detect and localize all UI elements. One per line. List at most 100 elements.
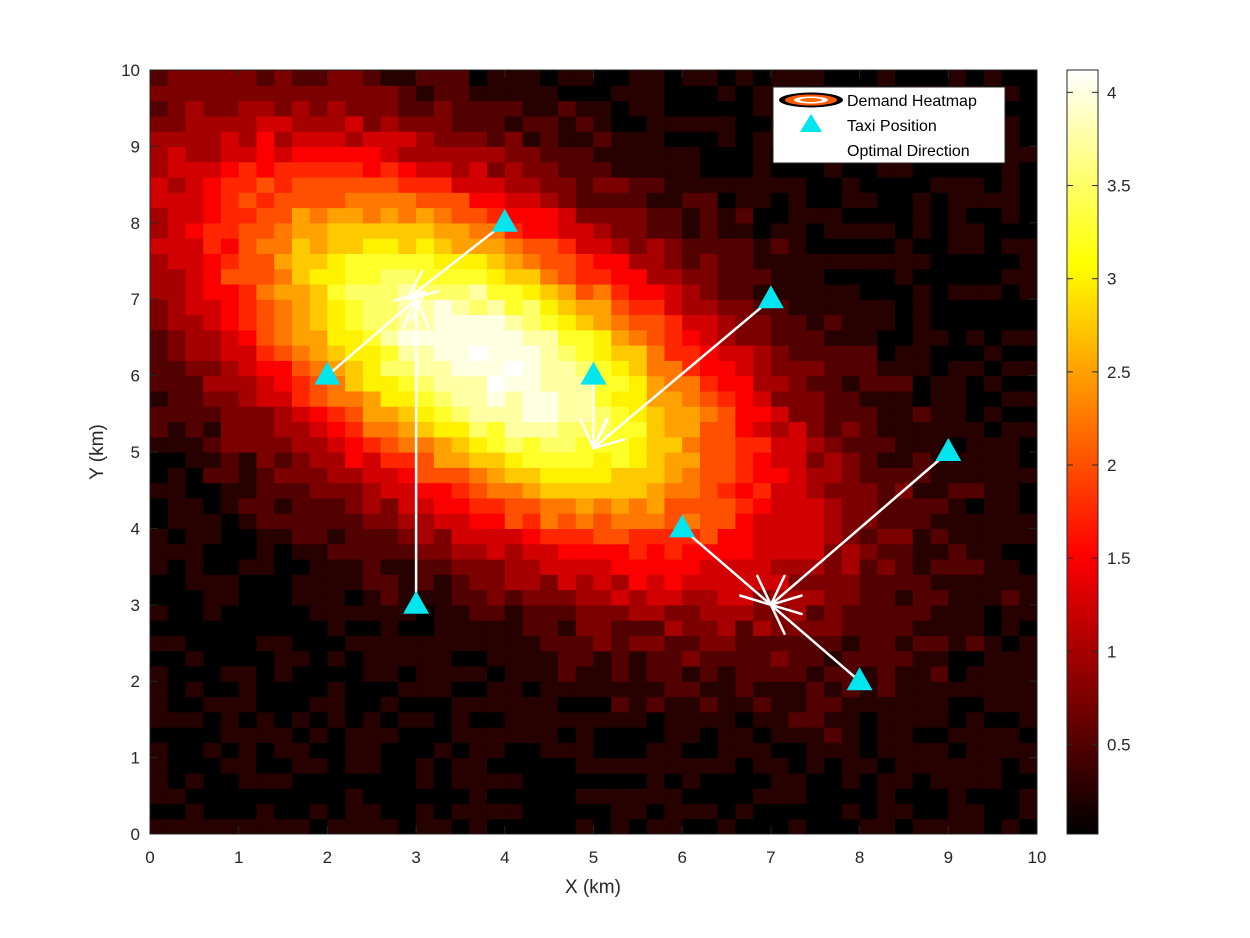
heatmap-cell — [664, 727, 683, 743]
heatmap-cell — [309, 711, 328, 728]
heatmap-cell — [699, 757, 719, 774]
heatmap-cell — [930, 406, 949, 423]
heatmap-cell — [859, 696, 878, 713]
heatmap-cell — [469, 665, 488, 682]
heatmap-cell — [735, 299, 754, 316]
heatmap-cell — [451, 375, 470, 392]
heatmap-cell — [150, 497, 169, 514]
heatmap-cell — [735, 604, 754, 621]
heatmap-cell — [469, 85, 488, 102]
heatmap-cell — [753, 345, 772, 361]
heatmap-cell — [646, 85, 666, 102]
heatmap-cell — [948, 222, 967, 239]
heatmap-cell — [717, 345, 737, 361]
heatmap-cell — [327, 665, 346, 682]
heatmap-cell — [469, 635, 488, 652]
heatmap-cell — [611, 192, 630, 209]
heatmap-cell — [362, 100, 382, 117]
heatmap-cell — [877, 803, 896, 820]
heatmap-cell — [504, 360, 524, 377]
heatmap-cell — [487, 314, 506, 331]
heatmap-cell — [433, 100, 453, 117]
heatmap-cell — [575, 620, 595, 636]
heatmap-cell — [824, 360, 843, 377]
heatmap-cell — [1001, 742, 1020, 759]
heatmap-cell — [717, 482, 737, 499]
heatmap-cell — [611, 574, 630, 591]
heatmap-cell — [309, 681, 328, 698]
heatmap-cell — [841, 497, 861, 514]
heatmap-cell — [788, 696, 807, 713]
heatmap-cell — [699, 299, 719, 316]
heatmap-cell — [540, 620, 559, 636]
heatmap-cell — [203, 818, 222, 834]
heatmap-cell — [575, 329, 595, 346]
heatmap-cell — [593, 390, 612, 407]
y-tick-label: 5 — [131, 443, 140, 462]
colorbar: 0.511.522.533.54 — [1066, 69, 1131, 835]
heatmap-cell — [806, 681, 825, 698]
heatmap-cell — [699, 788, 719, 805]
heatmap-cell — [912, 222, 932, 239]
heatmap-cell — [682, 574, 701, 591]
heatmap-cell — [912, 558, 932, 575]
heatmap-cell — [380, 375, 399, 392]
heatmap-cell — [948, 207, 967, 224]
heatmap-cell — [220, 818, 240, 834]
heatmap-cell — [824, 390, 843, 407]
heatmap-cell — [628, 604, 648, 621]
heatmap-cell — [380, 253, 399, 270]
heatmap-cell — [469, 467, 488, 484]
heatmap-cell — [646, 253, 666, 270]
heatmap-cell — [664, 772, 683, 789]
legend-entry-direction: Optimal Direction — [847, 143, 970, 160]
heatmap-cell — [664, 329, 683, 346]
heatmap-cell — [150, 513, 169, 529]
heatmap-cell — [256, 161, 275, 178]
heatmap-cell — [770, 742, 790, 759]
heatmap-cell — [948, 329, 967, 346]
heatmap-cell — [167, 452, 187, 468]
heatmap-cell — [628, 467, 648, 484]
heatmap-cell — [628, 513, 648, 529]
heatmap-cell — [841, 283, 861, 300]
heatmap-cell — [877, 772, 896, 789]
heatmap-cell — [735, 635, 754, 652]
heatmap-cell — [150, 207, 169, 224]
x-tick-label: 4 — [500, 848, 509, 867]
heatmap-cell — [664, 620, 683, 636]
colorbar-ticks: 0.511.522.533.54 — [1067, 83, 1131, 755]
heatmap-cell — [788, 803, 807, 820]
heatmap-cell — [841, 268, 861, 285]
heatmap-cell — [309, 329, 328, 346]
heatmap-cell — [1001, 421, 1020, 438]
heatmap-cell — [983, 452, 1003, 468]
heatmap-cell — [416, 620, 435, 636]
heatmap-cell — [327, 100, 346, 117]
heatmap-cell — [859, 772, 878, 789]
heatmap-cell — [664, 207, 683, 224]
heatmap-cell — [167, 696, 187, 713]
heatmap-cell — [398, 100, 417, 117]
heatmap-cell — [398, 757, 417, 774]
heatmap-cell — [877, 421, 896, 438]
heatmap-cell — [575, 131, 595, 147]
heatmap-cell — [664, 390, 683, 407]
heatmap-cell — [699, 650, 719, 667]
heatmap-cell — [291, 360, 311, 377]
heatmap-cell — [558, 253, 577, 270]
heatmap-cell — [203, 85, 222, 102]
heatmap-cell — [664, 131, 683, 147]
heatmap-cell — [469, 482, 488, 499]
heatmap-cell — [327, 528, 346, 545]
heatmap-cell — [540, 772, 559, 789]
heatmap-cell — [1019, 574, 1037, 591]
heatmap-cell — [841, 253, 861, 270]
heatmap-cell — [469, 604, 488, 621]
heatmap-cell — [398, 406, 417, 423]
taxi-position-marker — [314, 361, 341, 385]
heatmap-cell — [664, 100, 683, 117]
heatmap-cell — [628, 314, 648, 331]
heatmap-cell — [646, 207, 666, 224]
heatmap-cell — [753, 635, 772, 652]
